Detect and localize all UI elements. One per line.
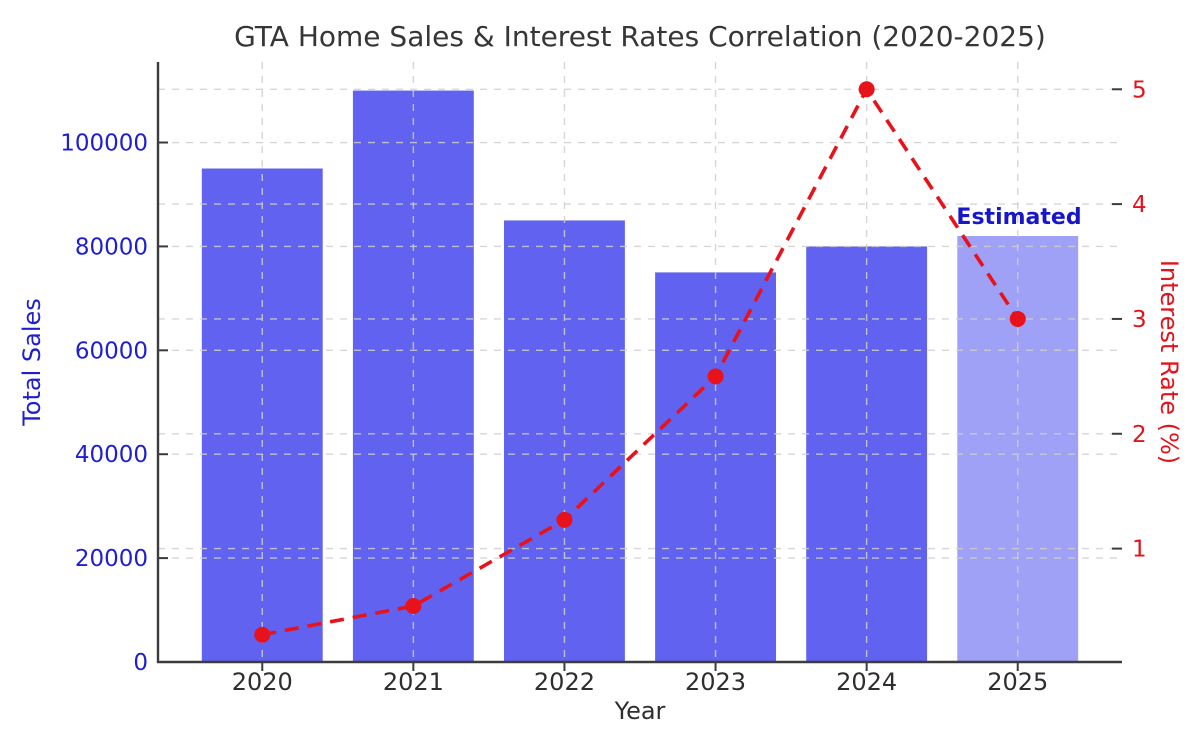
interest-rate-marker-2024 (858, 81, 875, 98)
interest-rate-marker-2023 (707, 368, 724, 385)
x-tick-label-2020: 2020 (232, 668, 293, 696)
right-tick-label-3: 3 (1132, 307, 1147, 333)
left-tick-label-20000: 20000 (75, 546, 148, 572)
estimated-annotation: Estimated (956, 205, 1082, 230)
left-tick-label-80000: 80000 (75, 234, 148, 260)
left-tick-label-0: 0 (133, 650, 148, 676)
left-tick-label-100000: 100000 (60, 131, 148, 157)
x-axis-label: Year (614, 697, 666, 725)
left-tick-label-60000: 60000 (75, 338, 148, 364)
interest-rate-line (261, 85, 1020, 637)
x-tick-label-2022: 2022 (534, 668, 595, 696)
y-axis-label-right: Interest Rate (%) (1155, 259, 1183, 465)
bar-2025 (957, 236, 1079, 662)
x-tick-label-2023: 2023 (685, 668, 746, 696)
left-tick-label-40000: 40000 (75, 442, 148, 468)
x-tick-label-2021: 2021 (383, 668, 444, 696)
right-tick-label-5: 5 (1132, 77, 1147, 103)
interest-rate-marker-2022 (556, 511, 573, 528)
interest-rate-marker-2025 (1009, 310, 1026, 327)
right-tick-label-2: 2 (1132, 422, 1147, 448)
interest-rate-marker-2021 (405, 598, 422, 615)
right-tick-label-1: 1 (1132, 537, 1147, 563)
x-tick-label-2025: 2025 (987, 668, 1048, 696)
y-axis-label-left: Total Sales (18, 298, 46, 426)
chart-title: GTA Home Sales & Interest Rates Correlat… (234, 20, 1046, 53)
right-tick-label-4: 4 (1132, 192, 1147, 218)
interest-rate-marker-2020 (254, 626, 271, 643)
x-tick-label-2024: 2024 (836, 668, 897, 696)
